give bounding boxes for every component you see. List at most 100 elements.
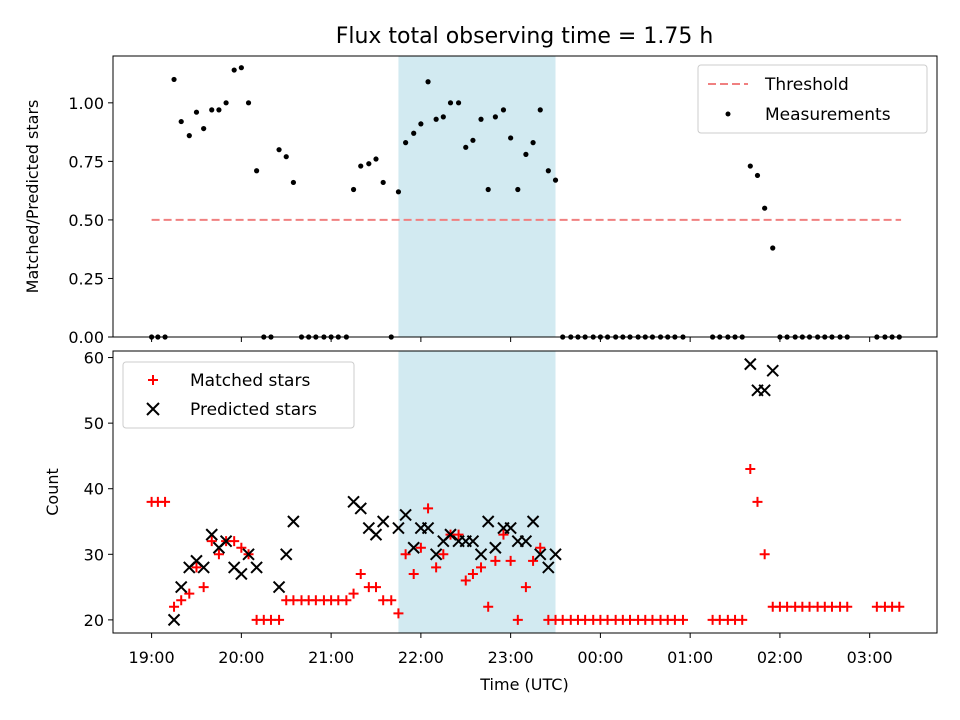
predicted-star-marker	[272, 580, 286, 594]
matched-star-marker	[169, 601, 180, 612]
measurement-point	[290, 179, 297, 186]
observing-span-bottom	[398, 351, 556, 633]
bottom-panel-frame	[112, 350, 938, 634]
measurement-point	[186, 133, 192, 139]
matched-star-marker	[520, 582, 531, 593]
measurement-point	[470, 137, 476, 143]
predicted-star-marker	[526, 515, 540, 528]
matched-star-marker	[483, 601, 494, 612]
measurement-point	[366, 161, 372, 167]
chart-title: Flux total observing time = 1.75 h	[336, 24, 714, 49]
matched-star-marker	[894, 601, 905, 612]
matched-star-marker	[206, 536, 217, 547]
matched-star-marker	[498, 529, 509, 540]
bottom-legend: Matched stars Predicted stars	[122, 361, 355, 429]
measurement-point	[545, 168, 551, 174]
bottom-x-ticks: 19:00 20:00 21:00 22:00 23:00 00:00 01:00 02:00…	[129, 633, 893, 667]
x-tick-label: 20:00	[218, 648, 264, 667]
measurement-point	[754, 172, 761, 179]
matched-star-marker	[528, 555, 539, 566]
predicted-star-marker	[354, 502, 367, 515]
measurement-point	[380, 179, 386, 186]
measurement-point	[523, 151, 529, 157]
measurement-point	[238, 65, 244, 71]
matched-star-marker	[213, 549, 224, 560]
measurement-point	[440, 114, 446, 120]
predicted-star-marker	[235, 567, 248, 581]
predicted-star-marker	[167, 613, 181, 627]
legend-threshold-label: Threshold	[764, 75, 849, 95]
matched-star-marker	[274, 614, 285, 625]
predicted-star-marker	[542, 561, 555, 574]
predicted-star-marker	[519, 534, 533, 548]
matched-star-marker	[453, 529, 464, 540]
matched-star-marker	[745, 464, 756, 475]
measurement-point	[508, 135, 514, 141]
matched-star-marker	[386, 595, 397, 606]
measurement-point	[171, 76, 177, 83]
matched-star-marker	[408, 568, 419, 579]
matched-star-marker	[737, 614, 748, 625]
predicted-star-marker	[766, 364, 779, 377]
bottom-y-tick-label: 50	[84, 414, 104, 433]
predicted-star-marker	[489, 541, 502, 554]
measurement-point	[254, 168, 260, 174]
top-x-ticks	[151, 337, 871, 342]
legend-measurements-swatch	[725, 111, 731, 117]
predicted-star-marker	[280, 548, 293, 561]
predicted-star-marker	[429, 548, 443, 561]
measurement-point	[283, 154, 289, 160]
bottom-y-tick-label: 60	[84, 349, 104, 368]
measurement-point	[492, 114, 498, 120]
predicted-stars-layer	[167, 357, 779, 627]
measurement-point	[231, 67, 237, 73]
predicted-star-marker	[444, 528, 457, 541]
legend-measurements-label: Measurements	[765, 105, 891, 125]
predicted-star-marker	[474, 548, 488, 561]
matched-star-marker	[393, 608, 404, 619]
measurement-point	[201, 125, 207, 132]
predicted-star-marker	[250, 561, 263, 574]
predicted-star-marker	[369, 528, 383, 541]
matched-star-marker	[535, 542, 546, 553]
matched-star-marker	[184, 588, 195, 599]
matched-star-marker	[355, 568, 366, 579]
matched-star-marker	[505, 555, 516, 566]
x-tick-label: 22:00	[398, 648, 444, 667]
matched-star-marker	[677, 614, 688, 625]
top-panel: 0.00 0.25 0.50 0.75 1.00 Matched/Predicted s…	[23, 55, 938, 347]
matched-star-marker	[431, 562, 442, 573]
matched-stars-layer	[146, 464, 905, 625]
matched-star-marker	[176, 595, 187, 606]
matched-star-marker	[160, 496, 171, 507]
top-y-tick-label: 0.75	[68, 152, 104, 171]
x-tick-label: 19:00	[129, 648, 175, 667]
measurement-point	[530, 140, 536, 146]
top-y-axis-label: Matched/Predicted stars	[23, 100, 42, 294]
matched-star-marker	[752, 496, 763, 507]
matched-star-marker	[512, 614, 523, 625]
measurement-point	[463, 144, 469, 150]
x-tick-label: 03:00	[847, 648, 893, 667]
bottom-y-tick-label: 20	[84, 611, 104, 630]
legend-matched-label: Matched stars	[190, 371, 310, 391]
measurement-point	[178, 118, 184, 125]
observing-span-top	[398, 56, 556, 337]
matched-star-marker	[490, 555, 501, 566]
matched-star-marker	[423, 503, 434, 514]
measurement-point	[425, 79, 431, 85]
matched-star-marker	[198, 582, 209, 593]
top-y-tick-label: 0.50	[68, 211, 104, 230]
matched-star-marker	[415, 542, 426, 553]
top-y-tick-label: 0.00	[68, 328, 104, 347]
measurement-point	[478, 116, 484, 122]
legend-matched-swatch	[148, 375, 158, 385]
predicted-star-marker	[744, 357, 757, 371]
measurement-point	[350, 186, 357, 193]
x-tick-label: 02:00	[757, 648, 803, 667]
bottom-y-axis-label: Count	[43, 468, 62, 516]
measurement-point	[403, 140, 409, 146]
predicted-star-marker	[287, 515, 300, 528]
matched-star-marker	[759, 549, 770, 560]
